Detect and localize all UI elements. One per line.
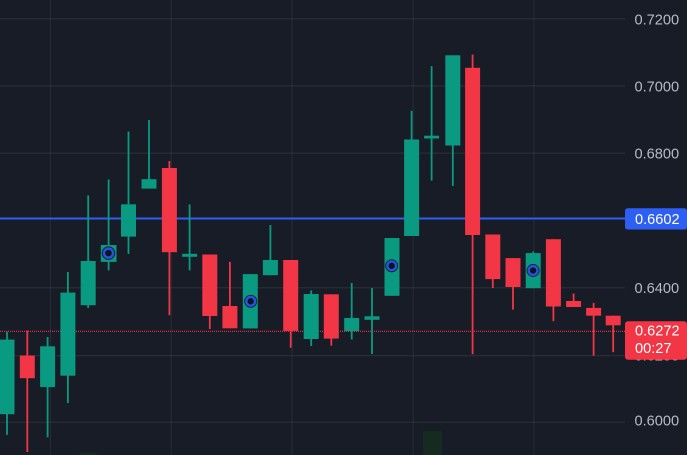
svg-text:00:27: 00:27 (635, 341, 672, 357)
svg-text:0.6000: 0.6000 (635, 414, 680, 430)
svg-text:0.6272: 0.6272 (635, 324, 680, 340)
svg-text:0.6602: 0.6602 (635, 212, 680, 228)
svg-text:0.7000: 0.7000 (635, 79, 680, 95)
svg-text:0.6800: 0.6800 (635, 146, 680, 162)
svg-text:0.6400: 0.6400 (635, 281, 680, 297)
svg-text:0.7200: 0.7200 (635, 12, 680, 28)
